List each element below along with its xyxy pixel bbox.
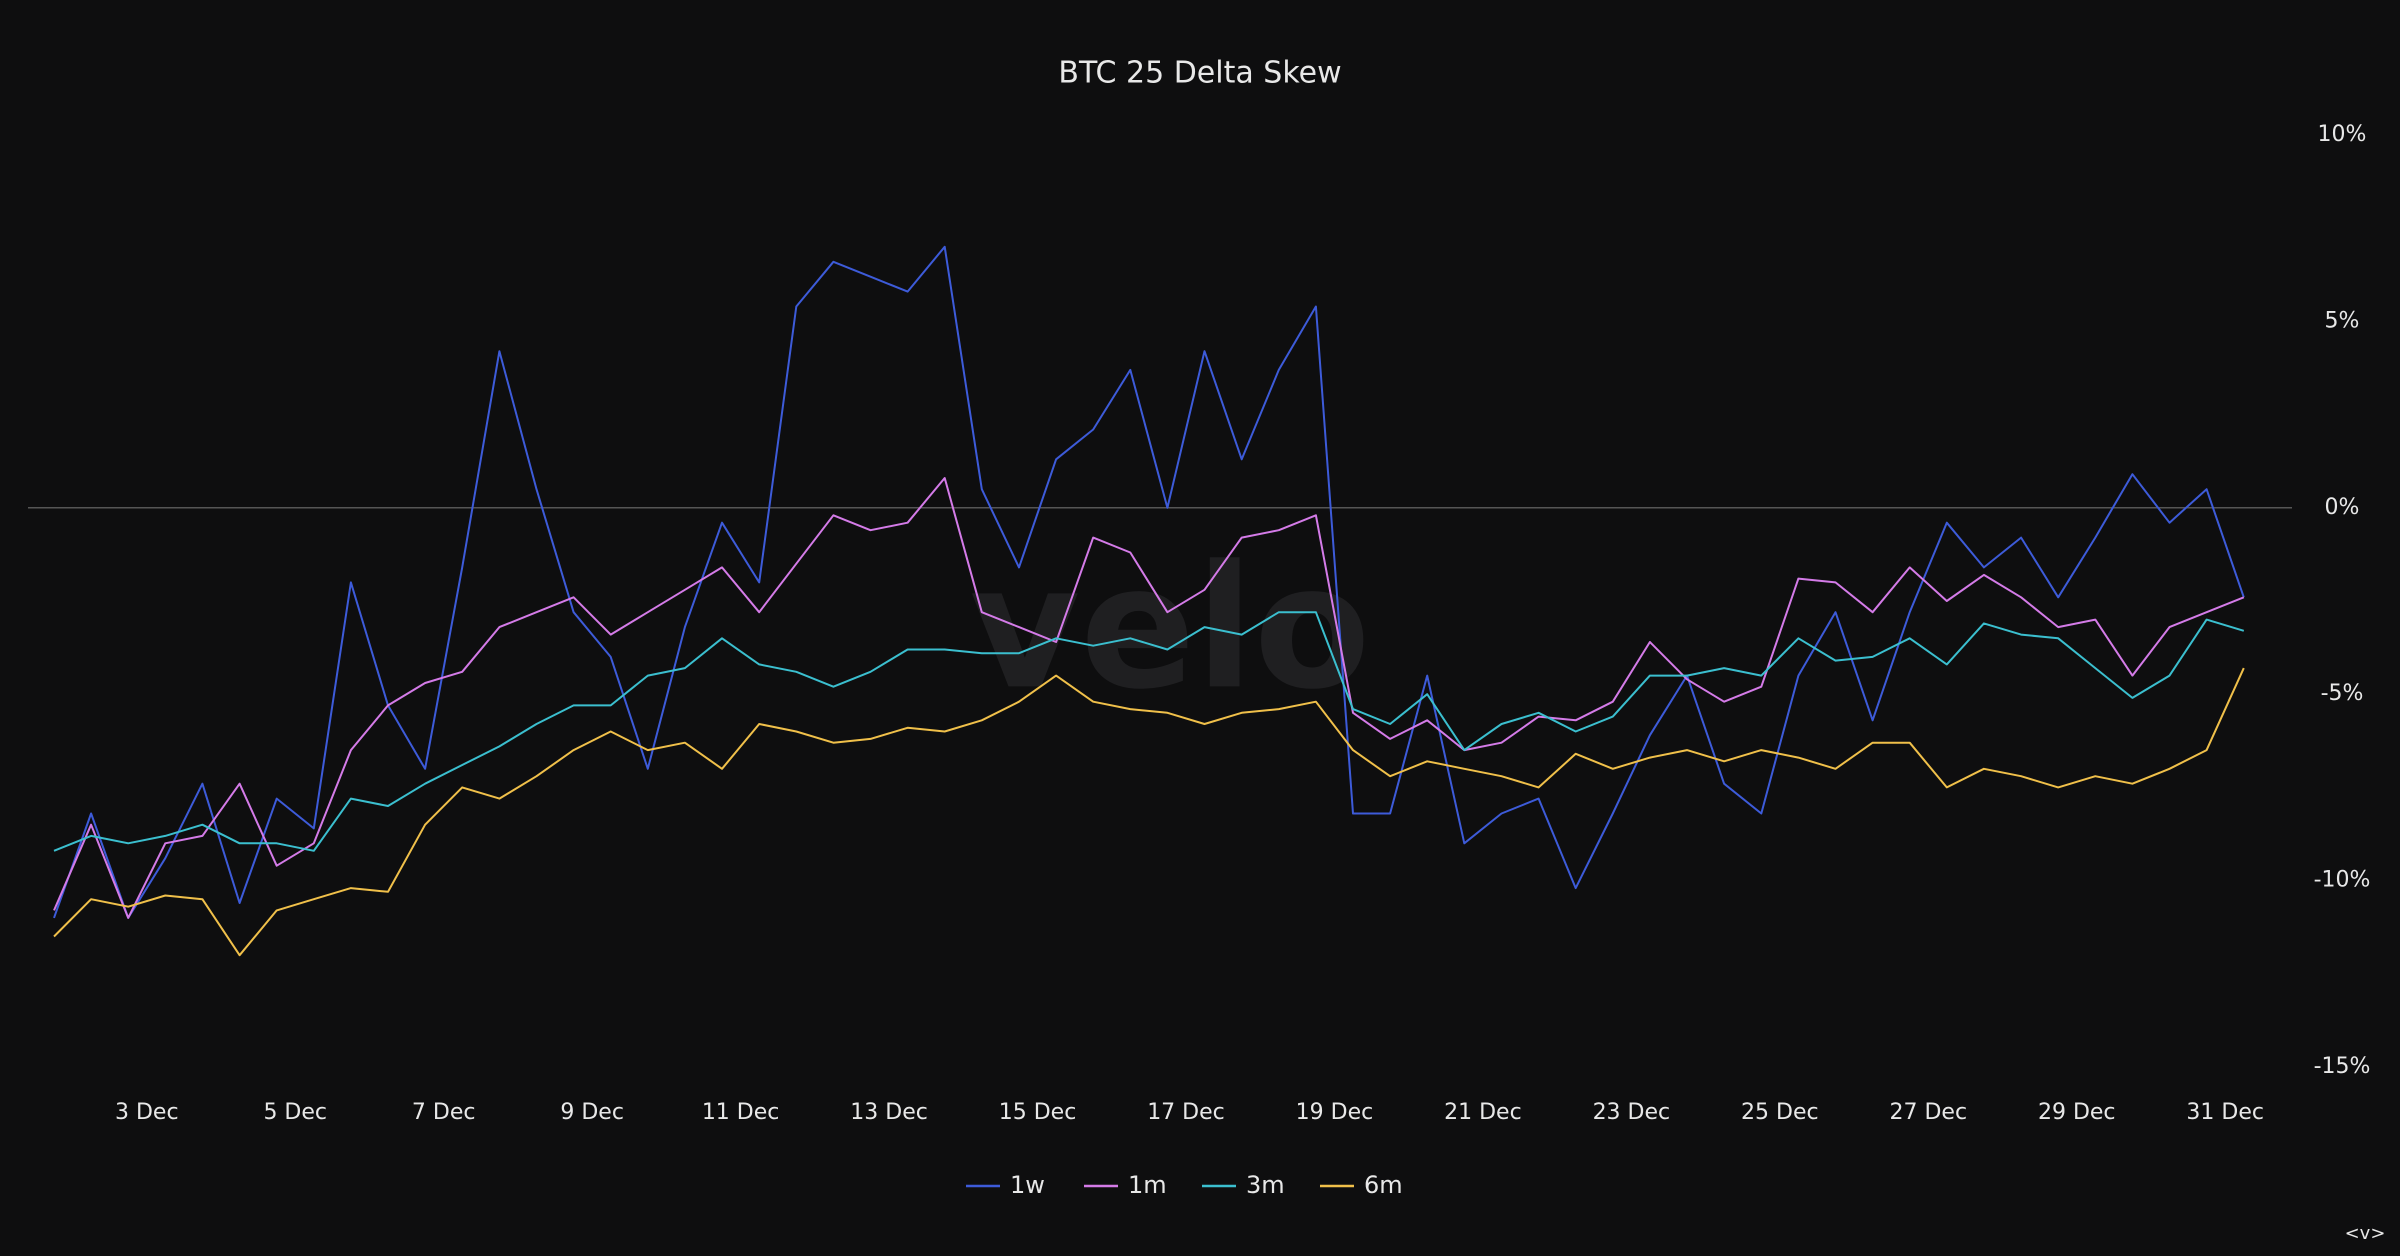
x-tick-label: 3 Dec bbox=[115, 1100, 179, 1125]
legend-label: 6m bbox=[1364, 1171, 1403, 1199]
x-tick-label: 15 Dec bbox=[999, 1100, 1077, 1125]
y-tick-label: 5% bbox=[2325, 308, 2360, 333]
x-tick-label: 27 Dec bbox=[1889, 1100, 1967, 1125]
x-tick-label: 19 Dec bbox=[1296, 1100, 1374, 1125]
legend-label: 3m bbox=[1246, 1171, 1285, 1199]
corner-text: <v> bbox=[2345, 1223, 2386, 1244]
legend-label: 1w bbox=[1010, 1171, 1045, 1199]
series-line bbox=[53, 667, 2245, 957]
legend-label: 1m bbox=[1128, 1171, 1167, 1199]
x-tick-label: 11 Dec bbox=[702, 1100, 780, 1125]
x-tick-label: 23 Dec bbox=[1593, 1100, 1671, 1125]
y-tick-label: 0% bbox=[2325, 495, 2360, 520]
x-tick-label: 9 Dec bbox=[560, 1100, 624, 1125]
x-tick-label: 17 Dec bbox=[1147, 1100, 1225, 1125]
x-tick-label: 25 Dec bbox=[1741, 1100, 1819, 1125]
y-tick-label: 10% bbox=[2318, 122, 2367, 147]
chart-title: BTC 25 Delta Skew bbox=[1058, 56, 1341, 91]
watermark: velo bbox=[969, 529, 1370, 727]
x-tick-label: 31 Dec bbox=[2186, 1100, 2264, 1125]
x-tick-label: 21 Dec bbox=[1444, 1100, 1522, 1125]
y-tick-label: -10% bbox=[2314, 868, 2371, 893]
series-line bbox=[53, 477, 2245, 919]
y-tick-label: -15% bbox=[2314, 1054, 2371, 1079]
series-line bbox=[53, 245, 2245, 919]
series-line bbox=[53, 611, 2245, 852]
x-tick-label: 13 Dec bbox=[850, 1100, 928, 1125]
x-tick-label: 29 Dec bbox=[2038, 1100, 2116, 1125]
y-tick-label: -5% bbox=[2321, 681, 2364, 706]
x-tick-label: 5 Dec bbox=[263, 1100, 327, 1125]
x-tick-label: 7 Dec bbox=[412, 1100, 476, 1125]
